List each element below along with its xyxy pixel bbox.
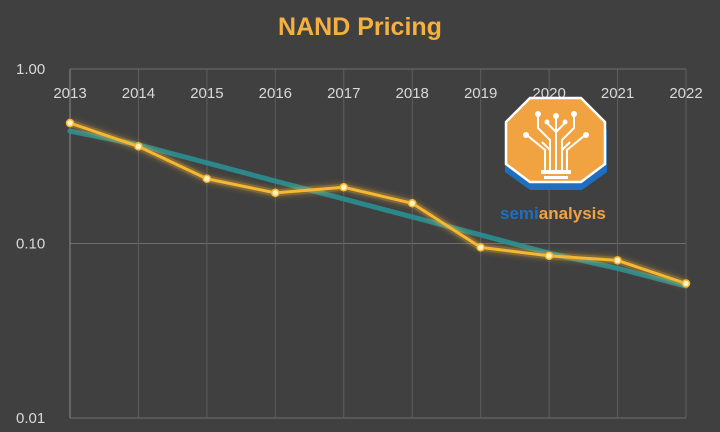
y-tick-label: 0.10 bbox=[16, 236, 45, 253]
price-data-point bbox=[681, 279, 691, 288]
series bbox=[65, 118, 691, 289]
price-data-point bbox=[134, 142, 143, 151]
logo-wordmark: semianalysis bbox=[500, 204, 606, 223]
price-data-point bbox=[271, 188, 280, 198]
logo-circuit-tree-icon bbox=[527, 116, 585, 170]
price-data-point bbox=[407, 199, 417, 208]
logo-bulb-base-2 bbox=[544, 176, 568, 179]
x-tick-label: 2015 bbox=[190, 85, 223, 102]
logo-word-semi: semi bbox=[500, 204, 539, 223]
semianalysis-logo: semianalysis bbox=[500, 96, 607, 223]
price-data-point bbox=[339, 183, 349, 192]
logo-bulb-base-1 bbox=[541, 170, 571, 174]
y-tick-label: 1.00 bbox=[16, 61, 45, 78]
x-tick-label: 2014 bbox=[122, 85, 155, 102]
y-tick-label: 0.01 bbox=[16, 410, 45, 427]
x-tick-label: 2019 bbox=[464, 85, 497, 102]
x-tick-label: 2021 bbox=[601, 85, 634, 102]
price-series-line bbox=[68, 121, 688, 285]
price-data-point bbox=[476, 243, 485, 252]
logo-circuit-nodes bbox=[523, 111, 589, 138]
price-data-point bbox=[613, 256, 622, 265]
x-tick-label: 2022 bbox=[669, 85, 702, 102]
x-tick-label: 2017 bbox=[327, 85, 360, 102]
x-tick-label: 2016 bbox=[259, 85, 292, 102]
logo-word-analysis: analysis bbox=[539, 204, 606, 223]
chart-title: NAND Pricing bbox=[278, 13, 442, 41]
price-data-point bbox=[65, 118, 75, 128]
price-data-point bbox=[544, 251, 554, 261]
price-data-point bbox=[202, 174, 212, 183]
x-tick-label: 2018 bbox=[396, 85, 429, 102]
